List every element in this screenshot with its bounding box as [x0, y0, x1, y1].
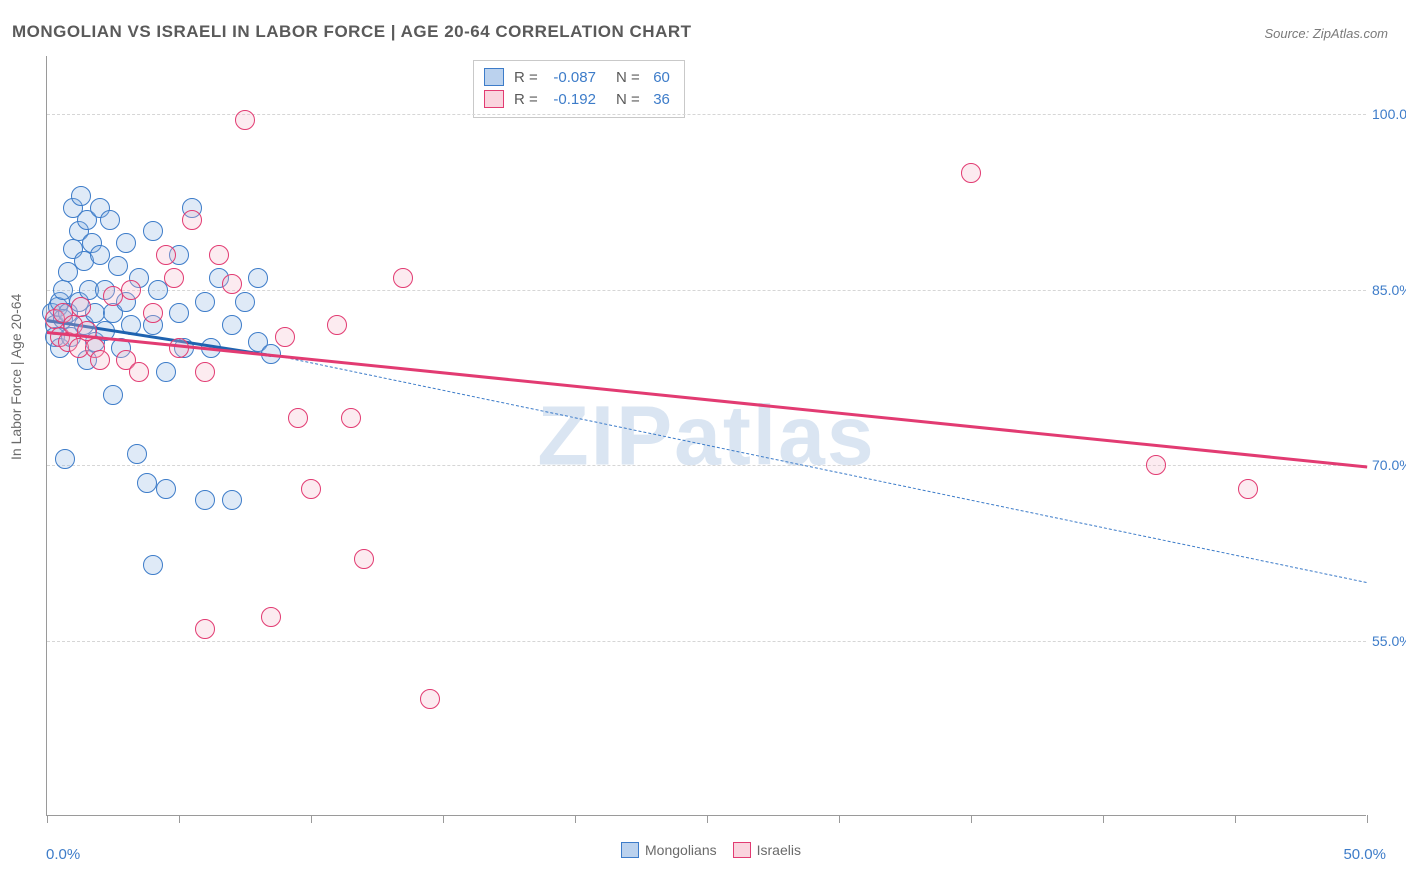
- legend-label: Mongolians: [645, 842, 717, 858]
- data-point: [354, 549, 374, 569]
- data-point: [127, 444, 147, 464]
- data-point: [129, 362, 149, 382]
- data-point: [103, 286, 123, 306]
- x-tick: [971, 815, 972, 823]
- data-point: [195, 362, 215, 382]
- y-tick-label: 100.0%: [1372, 106, 1406, 122]
- data-point: [143, 303, 163, 323]
- data-point: [156, 479, 176, 499]
- data-point: [71, 186, 91, 206]
- data-point: [143, 555, 163, 575]
- y-tick-label: 85.0%: [1372, 282, 1406, 298]
- y-axis-label: In Labor Force | Age 20-64: [8, 294, 24, 460]
- legend-swatch: [733, 842, 751, 858]
- data-point: [100, 210, 120, 230]
- data-point: [961, 163, 981, 183]
- data-point: [164, 268, 184, 288]
- plot-area: ZIPatlas R = -0.087N = 60R = -0.192N = 3…: [46, 56, 1366, 816]
- stats-legend-row: R = -0.192N = 36: [484, 89, 670, 111]
- x-tick: [311, 815, 312, 823]
- data-point: [222, 274, 242, 294]
- data-point: [169, 338, 189, 358]
- legend-label: Israelis: [757, 842, 801, 858]
- data-point: [341, 408, 361, 428]
- data-point: [116, 233, 136, 253]
- trend-line: [47, 331, 1367, 468]
- x-tick: [443, 815, 444, 823]
- data-point: [137, 473, 157, 493]
- data-point: [71, 297, 91, 317]
- data-point: [1146, 455, 1166, 475]
- data-point: [103, 385, 123, 405]
- data-point: [222, 315, 242, 335]
- x-tick: [707, 815, 708, 823]
- data-point: [195, 292, 215, 312]
- y-tick-label: 70.0%: [1372, 457, 1406, 473]
- trend-line: [271, 354, 1367, 583]
- data-point: [55, 449, 75, 469]
- stats-legend: R = -0.087N = 60R = -0.192N = 36: [473, 60, 685, 118]
- x-tick: [839, 815, 840, 823]
- x-tick: [575, 815, 576, 823]
- data-point: [222, 490, 242, 510]
- data-point: [393, 268, 413, 288]
- x-tick: [1103, 815, 1104, 823]
- data-point: [90, 245, 110, 265]
- x-tick: [1367, 815, 1368, 823]
- stats-legend-row: R = -0.087N = 60: [484, 67, 670, 89]
- data-point: [156, 245, 176, 265]
- data-point: [195, 619, 215, 639]
- data-point: [288, 408, 308, 428]
- x-tick: [1235, 815, 1236, 823]
- data-point: [90, 350, 110, 370]
- data-point: [261, 607, 281, 627]
- chart-container: MONGOLIAN VS ISRAELI IN LABOR FORCE | AG…: [0, 0, 1406, 892]
- chart-title: MONGOLIAN VS ISRAELI IN LABOR FORCE | AG…: [12, 22, 692, 42]
- data-point: [301, 479, 321, 499]
- data-point: [143, 221, 163, 241]
- gridline: [47, 465, 1366, 466]
- data-point: [275, 327, 295, 347]
- data-point: [209, 245, 229, 265]
- gridline: [47, 641, 1366, 642]
- data-point: [327, 315, 347, 335]
- data-point: [1238, 479, 1258, 499]
- legend-swatch: [484, 68, 504, 86]
- data-point: [156, 362, 176, 382]
- legend-swatch: [484, 90, 504, 108]
- data-point: [420, 689, 440, 709]
- data-point: [248, 268, 268, 288]
- legend-swatch: [621, 842, 639, 858]
- x-tick: [47, 815, 48, 823]
- data-point: [121, 280, 141, 300]
- data-point: [235, 292, 255, 312]
- bottom-legend: Mongolians Israelis: [0, 842, 1406, 858]
- data-point: [108, 256, 128, 276]
- data-point: [182, 210, 202, 230]
- data-point: [169, 303, 189, 323]
- x-tick: [179, 815, 180, 823]
- source-label: Source: ZipAtlas.com: [1264, 26, 1388, 41]
- data-point: [235, 110, 255, 130]
- data-point: [195, 490, 215, 510]
- y-tick-label: 55.0%: [1372, 633, 1406, 649]
